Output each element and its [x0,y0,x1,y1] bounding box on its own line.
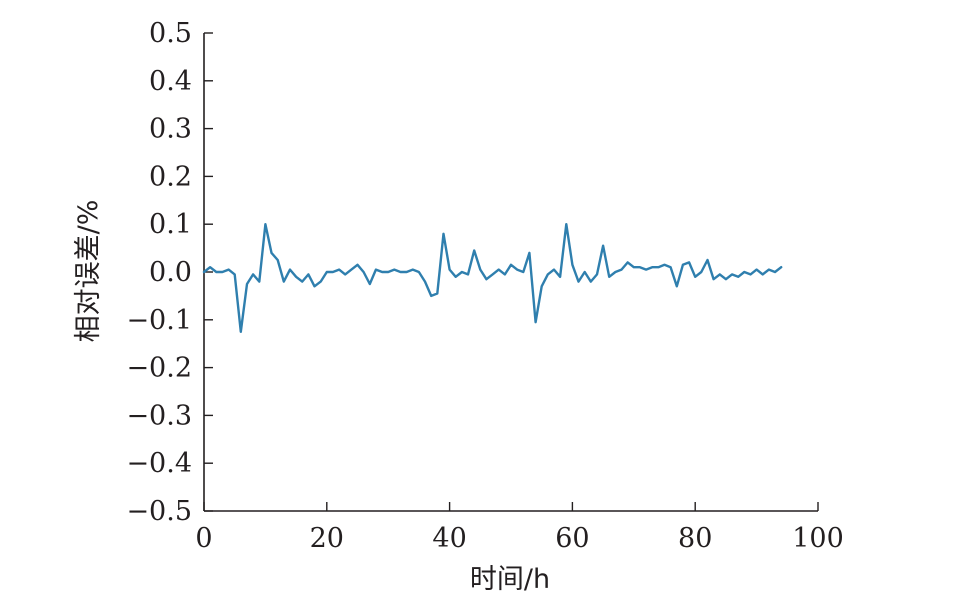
y-tick-label: −0.2 [126,353,192,384]
axes [203,33,818,512]
y-tick-label: 0.1 [149,209,192,240]
y-tick-label: 0.2 [149,161,192,192]
y-tick-label: −0.4 [126,448,192,479]
y-tick-label: −0.1 [126,305,192,336]
series [202,222,783,333]
x-tick-label: 40 [432,523,466,554]
ticks: 0.5 0.4 0.3 0.2 0.1 0.0 −0.1 −0.2 −0.3 −0.4 −0.50 2… [126,18,843,554]
x-axis-title: 时间/h [470,564,550,595]
x-tick-label: 0 [195,523,212,554]
y-tick-label: 0.3 [149,114,192,145]
y-tick-label: 0.0 [149,257,192,288]
y-tick-label: 0.5 [149,18,192,49]
x-tick-label: 100 [792,523,844,554]
y-tick-label: −0.3 [126,400,192,431]
y-tick-label: 0.4 [149,66,192,97]
y-axis-title: 相对误差/% [73,200,104,343]
y-tick-label: −0.5 [126,496,192,527]
series-line [202,222,783,333]
x-tick-label: 60 [555,523,589,554]
x-tick-label: 80 [678,523,712,554]
x-tick-label: 20 [310,523,344,554]
